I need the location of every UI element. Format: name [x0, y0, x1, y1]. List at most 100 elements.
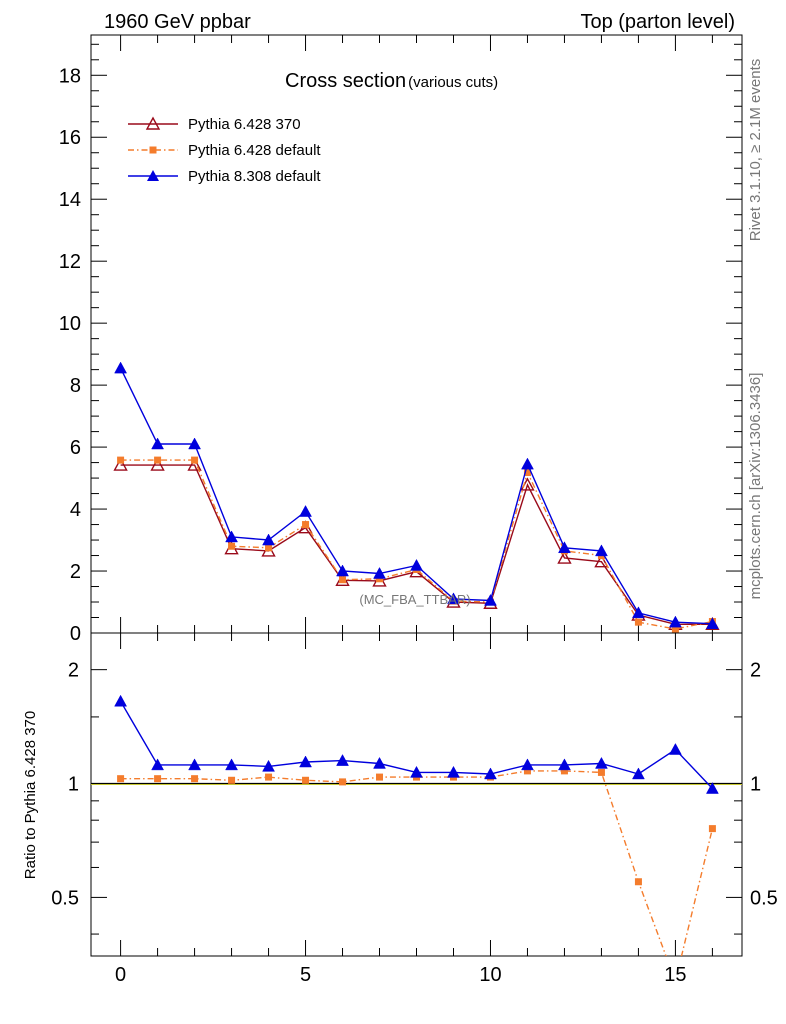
ratio-point-pythia-6-428-default	[376, 773, 384, 781]
ratio-y-tick-label: 0.5	[51, 887, 79, 909]
main-point-pythia-8-308-default	[188, 437, 201, 450]
ratio-point-pythia-6-428-default	[597, 768, 605, 776]
main-point-pythia-6-428-default	[191, 456, 199, 464]
ratio-point-pythia-6-428-default	[265, 773, 273, 781]
main-point-pythia-8-308-default	[595, 544, 608, 557]
ratio-y-tick-label: 1	[68, 774, 79, 796]
main-line-pythia-6-428-default	[120, 459, 713, 630]
main-point-pythia-6-428-370	[150, 457, 165, 471]
main-y-tick-label: 10	[59, 313, 81, 335]
ratio-axis-ticks	[91, 633, 742, 956]
chart-title: Cross section (various cuts)	[285, 70, 498, 92]
ratio-x-tick-label: 15	[664, 964, 686, 986]
ratio-point-pythia-6-428-default	[228, 776, 236, 784]
legend-marker-pythia8-default	[147, 170, 159, 181]
main-point-pythia-8-308-default	[373, 566, 386, 579]
main-point-pythia-8-308-default	[225, 530, 238, 543]
ratio-point-pythia-8-308-default	[114, 694, 128, 707]
ratio-y-tick-label-right: 1	[750, 774, 761, 796]
main-y-tick-label: 6	[70, 437, 81, 459]
main-point-pythia-6-428-default	[117, 456, 125, 464]
ratio-point-pythia-8-308-default	[595, 756, 608, 769]
main-point-pythia-8-308-default	[299, 505, 312, 517]
main-point-pythia-6-428-default	[523, 469, 531, 477]
ratio-point-pythia-6-428-default	[523, 767, 531, 775]
legend-marker-pythia6-370	[145, 116, 161, 130]
ratio-plot-frame	[90, 632, 743, 957]
main-point-pythia-6-428-370	[557, 550, 572, 564]
ratio-x-tick-label: 0	[115, 964, 126, 986]
main-point-pythia-6-428-default	[154, 456, 162, 464]
header-right: Top (parton level)	[580, 11, 735, 33]
ratio-point-pythia-8-308-default	[225, 758, 238, 771]
ratio-point-pythia-6-428-default	[191, 775, 199, 783]
ratio-series-group	[114, 694, 719, 956]
chart-title-main: Cross section	[285, 70, 406, 92]
main-y-tick-label: 14	[59, 189, 81, 211]
main-y-tick-label: 18	[59, 65, 81, 87]
legend-label-pythia6-370: Pythia 6.428 370	[188, 116, 301, 133]
ratio-point-pythia-8-308-default	[262, 759, 275, 772]
ratio-point-pythia-8-308-default	[632, 767, 645, 780]
ratio-point-pythia-6-428-default	[634, 878, 642, 886]
ratio-point-pythia-6-428-default	[708, 825, 716, 833]
legend-marker-pythia6-default	[149, 146, 157, 154]
mcplots-label: mcplots.cern.ch [arXiv:1306.3436]	[747, 373, 764, 600]
main-y-tick-label: 8	[70, 375, 81, 397]
main-point-pythia-6-428-default	[376, 575, 384, 583]
ratio-x-tick-label: 10	[479, 964, 501, 986]
watermark-label: (MC_FBA_TTBAR)	[359, 592, 470, 607]
main-point-pythia-8-308-default	[484, 593, 497, 606]
main-point-pythia-8-308-default	[521, 457, 534, 470]
ratio-y-tick-label: 2	[68, 660, 79, 682]
main-point-pythia-8-308-default	[447, 592, 460, 605]
ratio-point-pythia-8-308-default	[336, 754, 349, 766]
ratio-point-pythia-6-428-default	[302, 776, 310, 784]
ratio-point-pythia-8-308-default	[447, 765, 460, 778]
rivet-version-label: Rivet 3.1.10, ≥ 2.1M events	[747, 59, 764, 242]
main-series-group	[113, 361, 720, 633]
main-point-pythia-6-428-default	[228, 542, 236, 550]
ratio-point-pythia-6-428-default	[339, 778, 347, 786]
main-point-pythia-6-428-default	[634, 618, 642, 626]
main-y-tick-label: 16	[59, 127, 81, 149]
ratio-point-pythia-8-308-default	[373, 756, 386, 769]
ratio-y-tick-label-right: 0.5	[750, 887, 778, 909]
ratio-y-tick-label-right: 2	[750, 660, 761, 682]
ratio-point-pythia-6-428-default	[560, 767, 568, 775]
main-point-pythia-8-308-default	[705, 617, 719, 629]
legend-label-pythia8-default: Pythia 8.308 default	[188, 168, 321, 185]
legend-label-pythia6-default: Pythia 6.428 default	[188, 142, 321, 159]
ratio-point-pythia-8-308-default	[668, 743, 682, 755]
main-y-tick-label: 12	[59, 251, 81, 273]
chart-subtitle: (various cuts)	[408, 74, 498, 91]
main-point-pythia-8-308-default	[632, 606, 645, 619]
main-y-tick-label: 0	[70, 623, 81, 645]
ratio-line-pythia-6-428-default	[120, 770, 714, 956]
ratio-point-pythia-8-308-default	[410, 765, 423, 778]
ratio-point-pythia-8-308-default	[484, 767, 497, 780]
main-point-pythia-8-308-default	[558, 541, 571, 554]
ratio-point-pythia-6-428-default	[154, 775, 162, 783]
main-point-pythia-6-428-370	[113, 457, 128, 471]
main-point-pythia-8-308-default	[262, 533, 275, 546]
ratio-point-pythia-8-308-default	[521, 758, 534, 771]
main-point-pythia-8-308-default	[114, 361, 128, 374]
main-axis-ticks	[91, 35, 742, 634]
main-point-pythia-6-428-370	[594, 554, 609, 568]
main-point-pythia-6-428-370	[187, 457, 202, 471]
header-left: 1960 GeV ppbar	[104, 11, 251, 33]
main-y-tick-label: 4	[70, 499, 81, 521]
main-point-pythia-8-308-default	[410, 558, 423, 571]
main-point-pythia-6-428-default	[671, 625, 679, 633]
main-y-tick-label: 2	[70, 561, 81, 583]
main-point-pythia-6-428-default	[339, 576, 347, 584]
main-point-pythia-8-308-default	[668, 615, 682, 628]
ratio-point-pythia-8-308-default	[299, 755, 312, 768]
ratio-point-pythia-8-308-default	[151, 758, 165, 771]
ratio-point-pythia-8-308-default	[558, 758, 571, 771]
ratio-point-pythia-8-308-default	[705, 782, 719, 794]
main-point-pythia-6-428-default	[302, 521, 310, 529]
